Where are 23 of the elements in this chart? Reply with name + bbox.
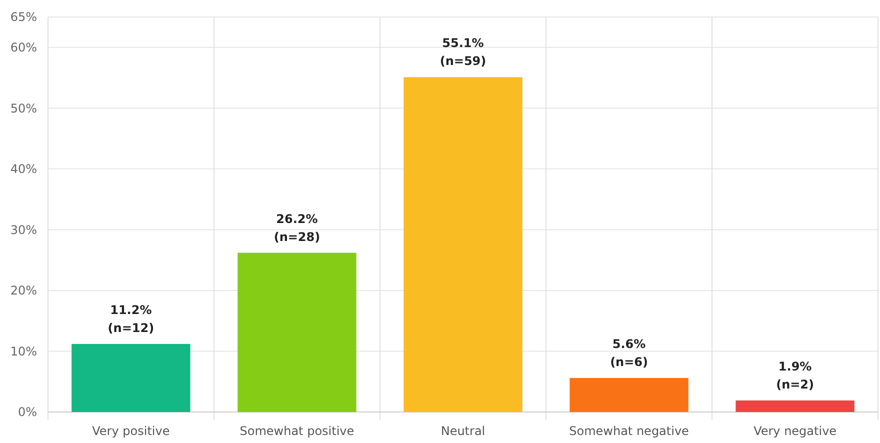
y-tick-label: 50% — [10, 101, 37, 116]
bar — [570, 378, 688, 412]
y-tick-label: 65% — [10, 10, 37, 24]
y-tick-label: 0% — [18, 405, 37, 420]
bar — [238, 252, 356, 412]
x-tick-label: Very positive — [92, 424, 170, 438]
y-tick-label: 20% — [10, 284, 37, 298]
data-label: 26.2% (n=28) — [274, 212, 320, 244]
x-tick-label: Somewhat positive — [240, 424, 354, 438]
data-label: 1.9% (n=2) — [776, 359, 814, 392]
bar — [72, 344, 190, 412]
bar — [736, 400, 854, 412]
bar — [404, 77, 522, 412]
x-tick-label: Very negative — [754, 424, 837, 438]
x-tick-label: Somewhat negative — [569, 424, 689, 438]
data-label: 55.1% (n=59) — [440, 36, 486, 68]
y-tick-label: 60% — [10, 40, 37, 55]
y-tick-label: 10% — [10, 344, 37, 358]
x-tick-label: Neutral — [440, 424, 486, 438]
data-label: 11.2% (n=12) — [108, 302, 154, 335]
y-tick-label: 40% — [10, 162, 37, 176]
y-tick-label: 30% — [10, 222, 37, 237]
data-label: 5.6% (n=6) — [610, 336, 648, 369]
